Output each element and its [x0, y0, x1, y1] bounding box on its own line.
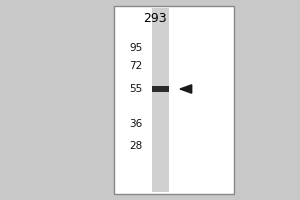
Text: 28: 28: [129, 141, 142, 151]
Text: 95: 95: [129, 43, 142, 53]
Text: 36: 36: [129, 119, 142, 129]
Text: 55: 55: [129, 84, 142, 94]
Text: 72: 72: [129, 61, 142, 71]
Bar: [152, 8, 169, 192]
Polygon shape: [180, 85, 192, 93]
Text: 293: 293: [143, 11, 166, 24]
Bar: [114, 6, 234, 194]
Bar: [152, 86, 169, 92]
